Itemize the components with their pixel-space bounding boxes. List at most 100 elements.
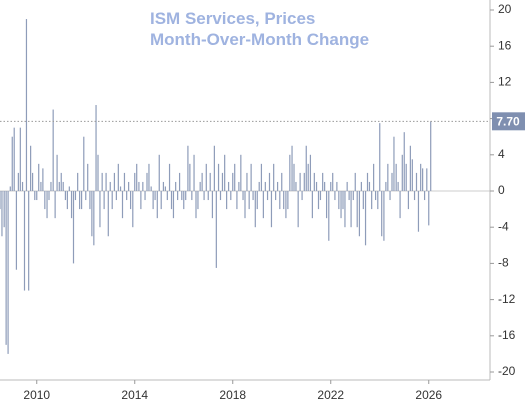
bar: [83, 136, 85, 191]
bar: [142, 181, 144, 191]
bar: [197, 191, 199, 210]
bar: [219, 191, 222, 201]
bar: [423, 191, 426, 201]
bar: [226, 191, 228, 210]
bar: [62, 181, 64, 191]
bar: [175, 181, 177, 191]
bar: [205, 163, 207, 191]
bar: [154, 191, 156, 201]
bar: [40, 181, 42, 191]
y-tick-label: 0: [498, 183, 505, 197]
y-tick-label: -12: [498, 292, 516, 306]
x-tick-label: 2022: [317, 388, 344, 402]
bar: [348, 191, 350, 201]
bar: [7, 191, 9, 354]
bar: [279, 191, 281, 210]
bar: [297, 191, 299, 228]
bar: [393, 136, 395, 191]
bar: [379, 123, 381, 191]
bar: [99, 191, 101, 228]
bar: [368, 181, 371, 191]
bar: [109, 181, 111, 191]
bar: [132, 191, 134, 228]
bar: [107, 191, 109, 237]
bar: [36, 191, 38, 201]
bar: [374, 191, 377, 201]
bar: [340, 191, 342, 219]
bar: [79, 191, 81, 210]
bar: [366, 172, 369, 191]
bar: [111, 191, 113, 210]
bar: [170, 191, 173, 210]
bar: [189, 163, 191, 191]
bar: [3, 191, 5, 228]
bar: [31, 172, 34, 191]
bar: [377, 191, 379, 210]
bar: [270, 191, 273, 228]
bar: [0, 191, 1, 210]
bar: [397, 181, 399, 191]
bar: [338, 191, 340, 210]
bar: [420, 163, 422, 191]
bar: [311, 191, 313, 219]
bar: [52, 109, 54, 191]
bar: [117, 163, 119, 191]
bar: [23, 191, 26, 291]
bar: [121, 191, 124, 219]
bar: [105, 172, 107, 191]
x-tick-label: 2026: [415, 388, 442, 402]
bar: [309, 154, 312, 191]
bar: [217, 163, 220, 191]
bar: [352, 191, 354, 201]
bar: [185, 191, 187, 201]
bar: [138, 181, 140, 191]
bar: [391, 172, 393, 191]
bar: [301, 191, 303, 201]
bar: [417, 191, 420, 232]
y-tick-label: -16: [498, 328, 516, 342]
bar: [207, 191, 209, 201]
bar: [246, 172, 248, 191]
bar: [70, 191, 73, 219]
y-tick-label: 4: [498, 147, 505, 161]
bar: [330, 181, 332, 191]
last-value-label: 7.70: [496, 114, 520, 128]
bar: [146, 172, 148, 191]
bar: [232, 172, 234, 191]
bar: [430, 121, 432, 191]
bar: [191, 191, 193, 201]
bar: [97, 154, 99, 191]
bar: [401, 154, 403, 191]
bar: [150, 186, 152, 191]
bar: [315, 181, 318, 191]
bar: [413, 191, 416, 201]
bar: [60, 172, 62, 191]
bar: [162, 181, 165, 191]
chart-title: ISM Services, Prices: [150, 9, 315, 28]
y-tick-label: 16: [498, 38, 512, 52]
bar: [295, 181, 297, 191]
bar: [426, 168, 428, 191]
bar: [281, 172, 283, 191]
bar: [64, 191, 67, 201]
bar: [240, 154, 242, 191]
bar: [119, 186, 122, 191]
bar: [275, 191, 277, 201]
bar: [166, 191, 168, 201]
bar: [291, 145, 293, 191]
bar: [364, 191, 367, 246]
bar: [213, 145, 215, 191]
bar: [1, 191, 3, 237]
bar: [148, 163, 150, 191]
bar: [129, 191, 132, 210]
bar: [415, 172, 418, 191]
bar: [334, 191, 336, 201]
bar: [123, 172, 126, 191]
bar: [387, 163, 389, 191]
bar: [17, 172, 19, 191]
bar: [56, 154, 58, 191]
bar: [336, 181, 338, 191]
bar: [15, 191, 18, 270]
bar: [266, 191, 269, 201]
